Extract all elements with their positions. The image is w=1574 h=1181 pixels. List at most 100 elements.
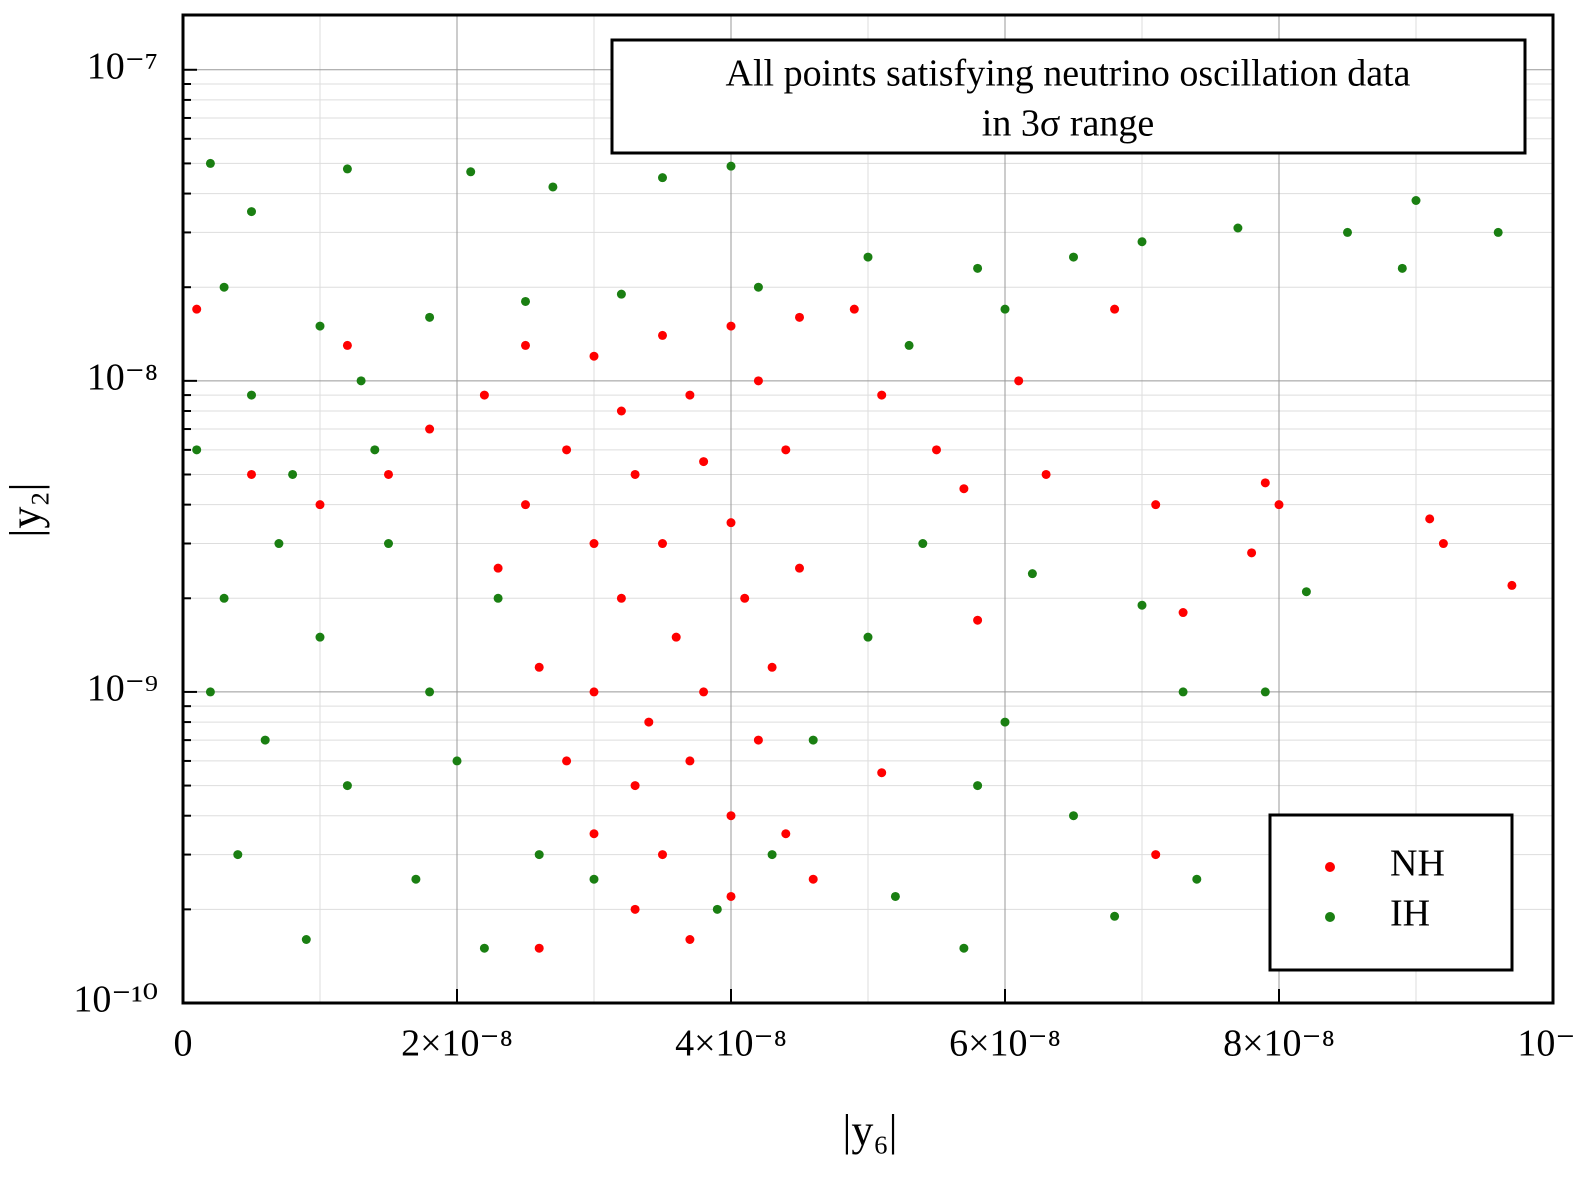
point <box>315 321 325 331</box>
point <box>493 563 503 573</box>
point <box>932 445 941 455</box>
point <box>425 687 435 697</box>
point <box>192 445 202 455</box>
point <box>726 518 736 528</box>
point <box>959 943 969 953</box>
point <box>247 207 256 217</box>
point <box>411 874 421 884</box>
x-tick-label: 10⁻⁷ <box>1517 1023 1574 1065</box>
point <box>795 563 804 573</box>
legend-marker <box>1325 862 1335 872</box>
point <box>890 891 900 901</box>
point <box>767 662 777 672</box>
point <box>849 304 859 314</box>
point <box>1397 263 1407 273</box>
point <box>219 593 229 603</box>
point <box>1178 608 1188 618</box>
point <box>658 330 667 340</box>
x-tick-label: 8×10⁻⁸ <box>1223 1023 1335 1065</box>
point <box>973 615 983 625</box>
point <box>877 768 887 778</box>
point <box>342 781 352 791</box>
annotation: in 3σ range <box>982 103 1154 145</box>
point <box>521 340 530 350</box>
point <box>959 484 969 494</box>
point <box>1260 687 1270 697</box>
point <box>630 469 640 479</box>
point <box>1343 227 1352 237</box>
point <box>753 282 763 292</box>
point <box>521 500 530 510</box>
point <box>616 406 626 416</box>
point <box>616 593 626 603</box>
legend-marker <box>1325 912 1335 922</box>
point <box>219 282 229 292</box>
point <box>1041 469 1051 479</box>
point <box>205 158 215 168</box>
annotation-box <box>610 38 1527 155</box>
point <box>425 312 435 322</box>
point <box>1000 304 1010 314</box>
point <box>658 539 667 549</box>
point <box>1411 195 1421 205</box>
point <box>808 874 818 884</box>
point <box>452 756 462 766</box>
point <box>1151 850 1161 860</box>
point <box>699 457 709 467</box>
x-tick-label: 4×10⁻⁸ <box>675 1023 787 1065</box>
point <box>589 351 599 361</box>
point <box>425 424 435 434</box>
legend-label: IH <box>1390 893 1430 935</box>
point <box>548 182 558 192</box>
point <box>685 935 695 945</box>
point <box>918 539 928 549</box>
point <box>1000 717 1010 727</box>
point <box>740 593 750 603</box>
x-axis-title: |y₆| <box>843 1106 898 1155</box>
point <box>630 781 640 791</box>
point <box>493 593 503 603</box>
point <box>753 735 763 745</box>
point <box>1233 223 1243 233</box>
point <box>1151 500 1161 510</box>
point <box>658 850 667 860</box>
point <box>301 935 311 945</box>
point <box>1069 252 1078 262</box>
legend-box <box>1268 813 1514 972</box>
point <box>616 289 626 299</box>
point <box>562 445 572 455</box>
point <box>767 850 777 860</box>
point <box>384 539 393 549</box>
point <box>233 850 243 860</box>
point <box>1260 478 1270 488</box>
point <box>479 390 489 400</box>
point <box>521 296 530 306</box>
point <box>342 340 352 350</box>
y-axis-title: |y₂| <box>1 483 50 538</box>
point <box>726 811 736 821</box>
point <box>1192 874 1202 884</box>
point <box>644 717 654 727</box>
point <box>671 632 681 642</box>
point <box>630 904 640 914</box>
point <box>781 445 791 455</box>
point <box>247 390 256 400</box>
point <box>192 304 202 314</box>
point <box>685 390 695 400</box>
point <box>247 469 256 479</box>
point <box>685 756 695 766</box>
point <box>1493 227 1503 237</box>
point <box>260 735 270 745</box>
point <box>1301 587 1311 597</box>
point <box>1137 237 1147 247</box>
y-tick-label: 10⁻⁹ <box>87 668 158 710</box>
point <box>479 943 489 953</box>
point <box>973 781 983 791</box>
point <box>1507 580 1517 590</box>
point <box>370 445 380 455</box>
point <box>384 469 393 479</box>
point <box>1027 569 1037 579</box>
point <box>1438 539 1448 549</box>
point <box>1014 376 1024 386</box>
